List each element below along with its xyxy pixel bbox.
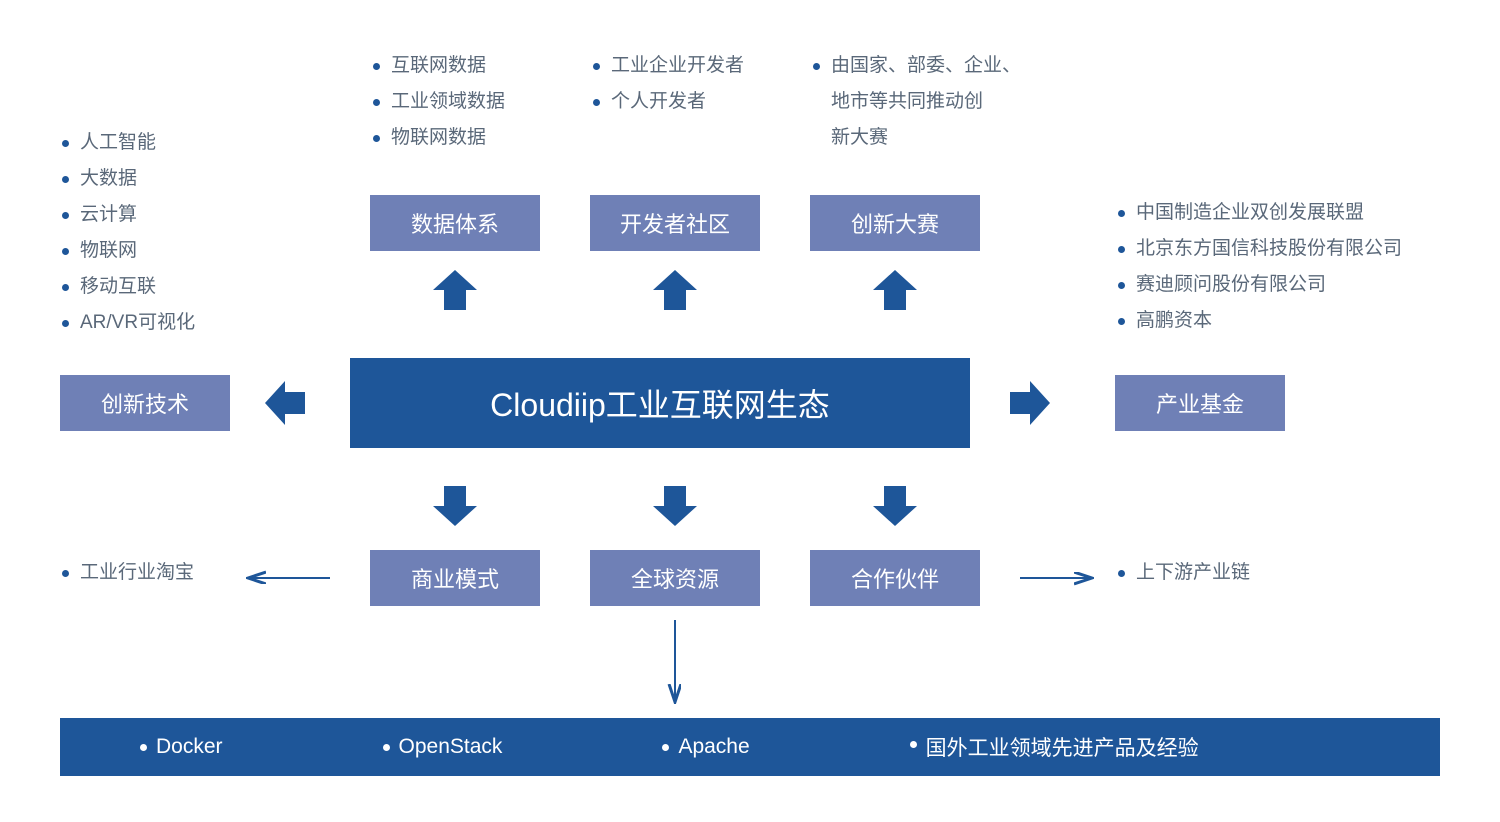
bullets-top-1: 互联网数据工业领域数据物联网数据 [373, 48, 505, 156]
bullet-item: 工业领域数据 [373, 84, 505, 120]
arrow-down-icon [433, 486, 477, 526]
bullet-item: 北京东方国信科技股份有限公司 [1118, 231, 1402, 267]
top-box-0: 数据体系 [370, 195, 540, 251]
bottom-box-2: 合作伙伴 [810, 550, 980, 606]
bullet-item: 上下游产业链 [1118, 555, 1250, 591]
bottom-bar: Docker OpenStack Apache 国外工业领域先进产品及经验 [60, 718, 1440, 776]
bottom-bar-item: OpenStack [383, 735, 503, 759]
bullet-item: 移动互联 [62, 269, 195, 305]
bullet-item: 由国家、部委、企业、 [813, 48, 1021, 84]
bullet-item: 人工智能 [62, 125, 195, 161]
bullet-item: 新大赛 [813, 120, 1021, 156]
arrow-down-icon [653, 486, 697, 526]
arrow-up-icon [653, 270, 697, 310]
bullet-item: 互联网数据 [373, 48, 505, 84]
top-box-2: 创新大赛 [810, 195, 980, 251]
bottom-bar-item: Apache [662, 735, 749, 759]
bullets-bottom-left: 工业行业淘宝 [62, 555, 194, 591]
bullet-item: 物联网数据 [373, 120, 505, 156]
bullets-top-3: 由国家、部委、企业、地市等共同推动创新大赛 [813, 48, 1021, 156]
arrow-left-icon [265, 381, 305, 425]
bullet-item: 个人开发者 [593, 84, 744, 120]
bullet-item: 大数据 [62, 161, 195, 197]
bottom-bar-item: Docker [140, 735, 223, 759]
bullets-right: 中国制造企业双创发展联盟北京东方国信科技股份有限公司赛迪顾问股份有限公司高鹏资本 [1118, 195, 1402, 339]
bullet-item: 赛迪顾问股份有限公司 [1118, 267, 1402, 303]
bullet-item: 地市等共同推动创 [813, 84, 1021, 120]
bullet-item: 物联网 [62, 233, 195, 269]
bullet-item: AR/VR可视化 [62, 305, 195, 341]
arrow-up-icon [433, 270, 477, 310]
bottom-bar-item: 国外工业领域先进产品及经验 [910, 732, 1199, 762]
arrow-up-icon [873, 270, 917, 310]
top-box-1: 开发者社区 [590, 195, 760, 251]
bullet-item: 工业行业淘宝 [62, 555, 194, 591]
bottom-box-1: 全球资源 [590, 550, 760, 606]
bullet-item: 工业企业开发者 [593, 48, 744, 84]
bottom-box-0: 商业模式 [370, 550, 540, 606]
bullet-item: 中国制造企业双创发展联盟 [1118, 195, 1402, 231]
bullets-left: 人工智能大数据云计算物联网移动互联AR/VR可视化 [62, 125, 195, 342]
bullets-top-2: 工业企业开发者个人开发者 [593, 48, 744, 120]
right-box: 产业基金 [1115, 375, 1285, 431]
arrow-right-icon [1010, 381, 1050, 425]
bullet-item: 高鹏资本 [1118, 303, 1402, 339]
center-box: Cloudiip工业互联网生态 [350, 358, 970, 448]
left-box: 创新技术 [60, 375, 230, 431]
bullet-item: 云计算 [62, 197, 195, 233]
arrow-down-icon [873, 486, 917, 526]
bullets-bottom-right: 上下游产业链 [1118, 555, 1250, 591]
